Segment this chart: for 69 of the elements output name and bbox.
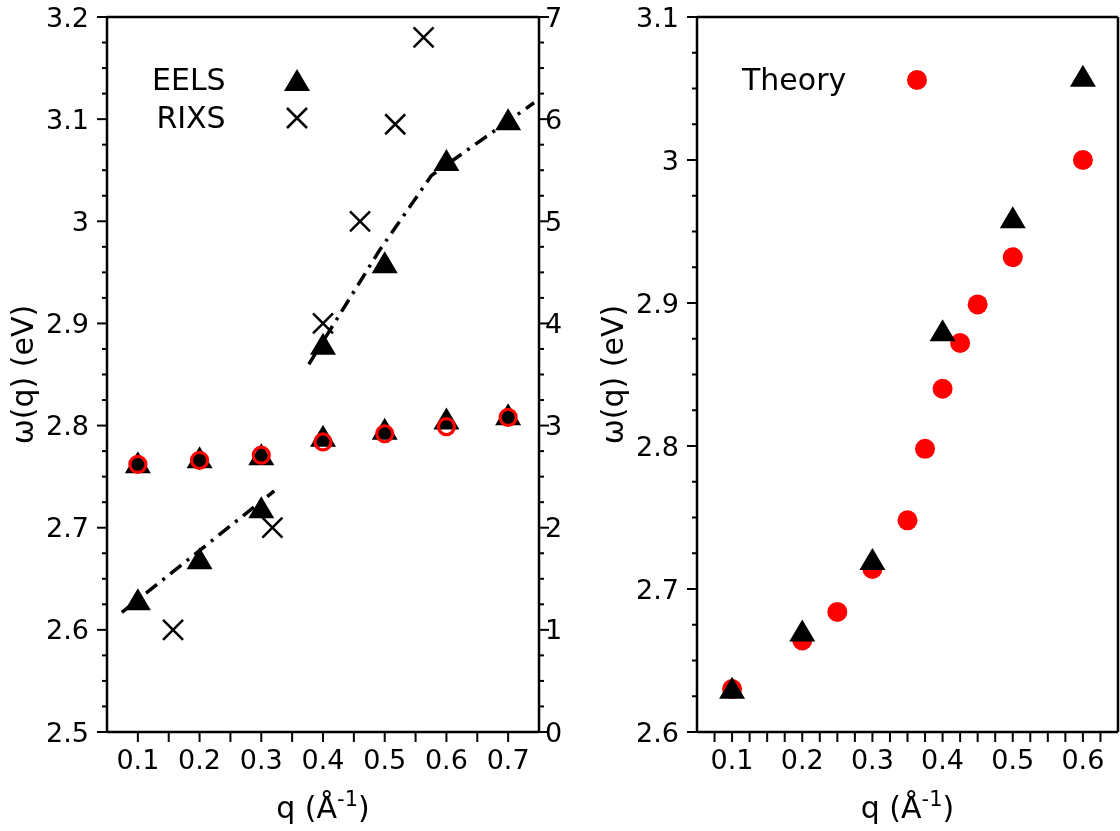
y-tick-label: 3 <box>71 205 89 237</box>
y2-tick-label: 0 <box>545 716 563 748</box>
y-tick-label: 2.8 <box>636 430 679 462</box>
point <box>897 510 918 531</box>
x-tick-label: 0.6 <box>1061 744 1105 776</box>
y-tick-label: 2.7 <box>636 573 679 605</box>
y2-tick-label: 6 <box>545 103 563 135</box>
y2-tick-label: 1 <box>545 614 563 646</box>
x-tick-label: 0.6 <box>424 744 468 776</box>
x-tick-label: 0.1 <box>710 744 754 776</box>
y2-tick-label: 5 <box>545 205 563 237</box>
y-tick-label: 2.9 <box>46 308 89 340</box>
point <box>999 206 1026 229</box>
point <box>371 251 398 274</box>
point <box>1069 64 1096 87</box>
point <box>186 547 213 570</box>
legend-label: EELS <box>152 62 226 97</box>
y2-tick-label: 3 <box>545 410 563 442</box>
y-axis-title: ω(q) (eV) <box>594 304 630 445</box>
point <box>950 333 971 354</box>
point <box>412 26 435 49</box>
x-tick-label: 0.2 <box>178 744 222 776</box>
y2-tick-label: 7 <box>545 1 563 33</box>
x-tick-label: 0.3 <box>239 744 283 776</box>
x-axis-title: q (Å$^{-1}$) <box>860 787 955 825</box>
point <box>311 312 335 335</box>
point <box>495 108 522 131</box>
point <box>161 618 185 642</box>
point <box>789 619 816 642</box>
line-series <box>307 101 536 367</box>
point <box>915 438 936 459</box>
y-tick-label: 2.6 <box>46 614 89 646</box>
x-tick-label: 0.3 <box>850 744 894 776</box>
x-tick-label: 0.1 <box>116 744 160 776</box>
y-tick-label: 2.7 <box>46 512 89 544</box>
point <box>827 601 848 622</box>
y2-tick-label: 2 <box>545 512 563 544</box>
point <box>348 210 372 233</box>
y-tick-label: 2.9 <box>636 287 679 319</box>
point <box>1002 247 1023 268</box>
point <box>932 378 953 399</box>
x-tick-label: 0.5 <box>363 744 407 776</box>
x-tick-label: 0.4 <box>301 744 345 776</box>
legend-label: Theory <box>742 62 847 97</box>
x-axis-title: q (Å$^{-1}$) <box>276 787 370 825</box>
y-tick-label: 3.1 <box>636 1 679 33</box>
y-tick-label: 2.6 <box>636 716 679 748</box>
y2-tick-label: 4 <box>545 308 563 340</box>
y-tick-label: 3 <box>661 144 679 176</box>
point <box>929 319 956 342</box>
point <box>261 516 284 539</box>
y-tick-label: 2.5 <box>46 716 89 748</box>
point <box>433 149 460 171</box>
y-tick-label: 3.2 <box>46 1 89 33</box>
y-tick-label: 2.8 <box>46 410 89 442</box>
point <box>248 496 275 519</box>
legend-label: RIXS <box>156 100 226 135</box>
point <box>1072 150 1093 170</box>
point <box>310 332 336 355</box>
x-tick-label: 0.5 <box>991 744 1035 776</box>
y-tick-label: 3.1 <box>46 103 89 135</box>
y-axis-title: ω(q) (eV) <box>4 304 40 445</box>
point <box>859 547 886 570</box>
point <box>967 294 988 315</box>
x-tick-label: 0.7 <box>486 744 530 776</box>
point <box>124 588 151 611</box>
point <box>383 113 407 136</box>
x-tick-label: 0.2 <box>780 744 824 776</box>
x-tick-label: 0.4 <box>921 744 965 776</box>
